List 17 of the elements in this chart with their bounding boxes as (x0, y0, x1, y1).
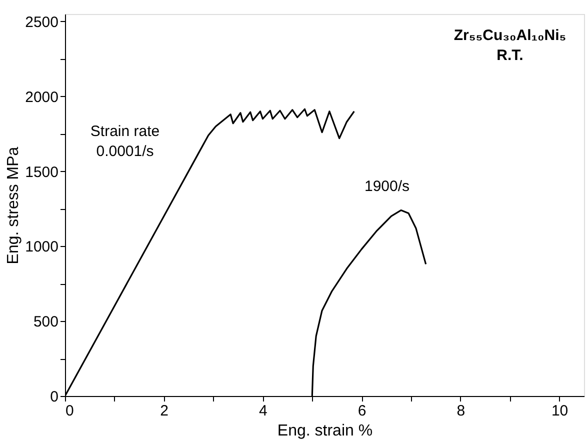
annotation: 1900/s (364, 178, 410, 195)
x-tick-label: 6 (358, 402, 366, 420)
y-tick-label: 0 (50, 388, 58, 406)
y-tick-label: 2000 (25, 88, 58, 106)
annotation: Zr₅₅Cu₃₀Al₁₀Ni₅ R.T. (454, 27, 566, 64)
y-tick-label: 1000 (25, 238, 58, 256)
y-tick-label: 1500 (25, 164, 58, 181)
x-tick-label: 0 (66, 402, 74, 420)
y-tick-label: 2500 (25, 14, 58, 31)
x-tick-label: 10 (551, 402, 568, 420)
y-axis-title: Eng. stress MPa (5, 146, 22, 264)
x-tick-label: 2 (160, 402, 169, 420)
x-tick-label: 8 (456, 402, 466, 420)
x-tick-label: 4 (259, 402, 268, 420)
annotation: Strain rate 0.0001/s (90, 123, 160, 160)
y-tick-label: 500 (33, 314, 58, 331)
x-axis-title: Eng. strain % (277, 422, 373, 440)
